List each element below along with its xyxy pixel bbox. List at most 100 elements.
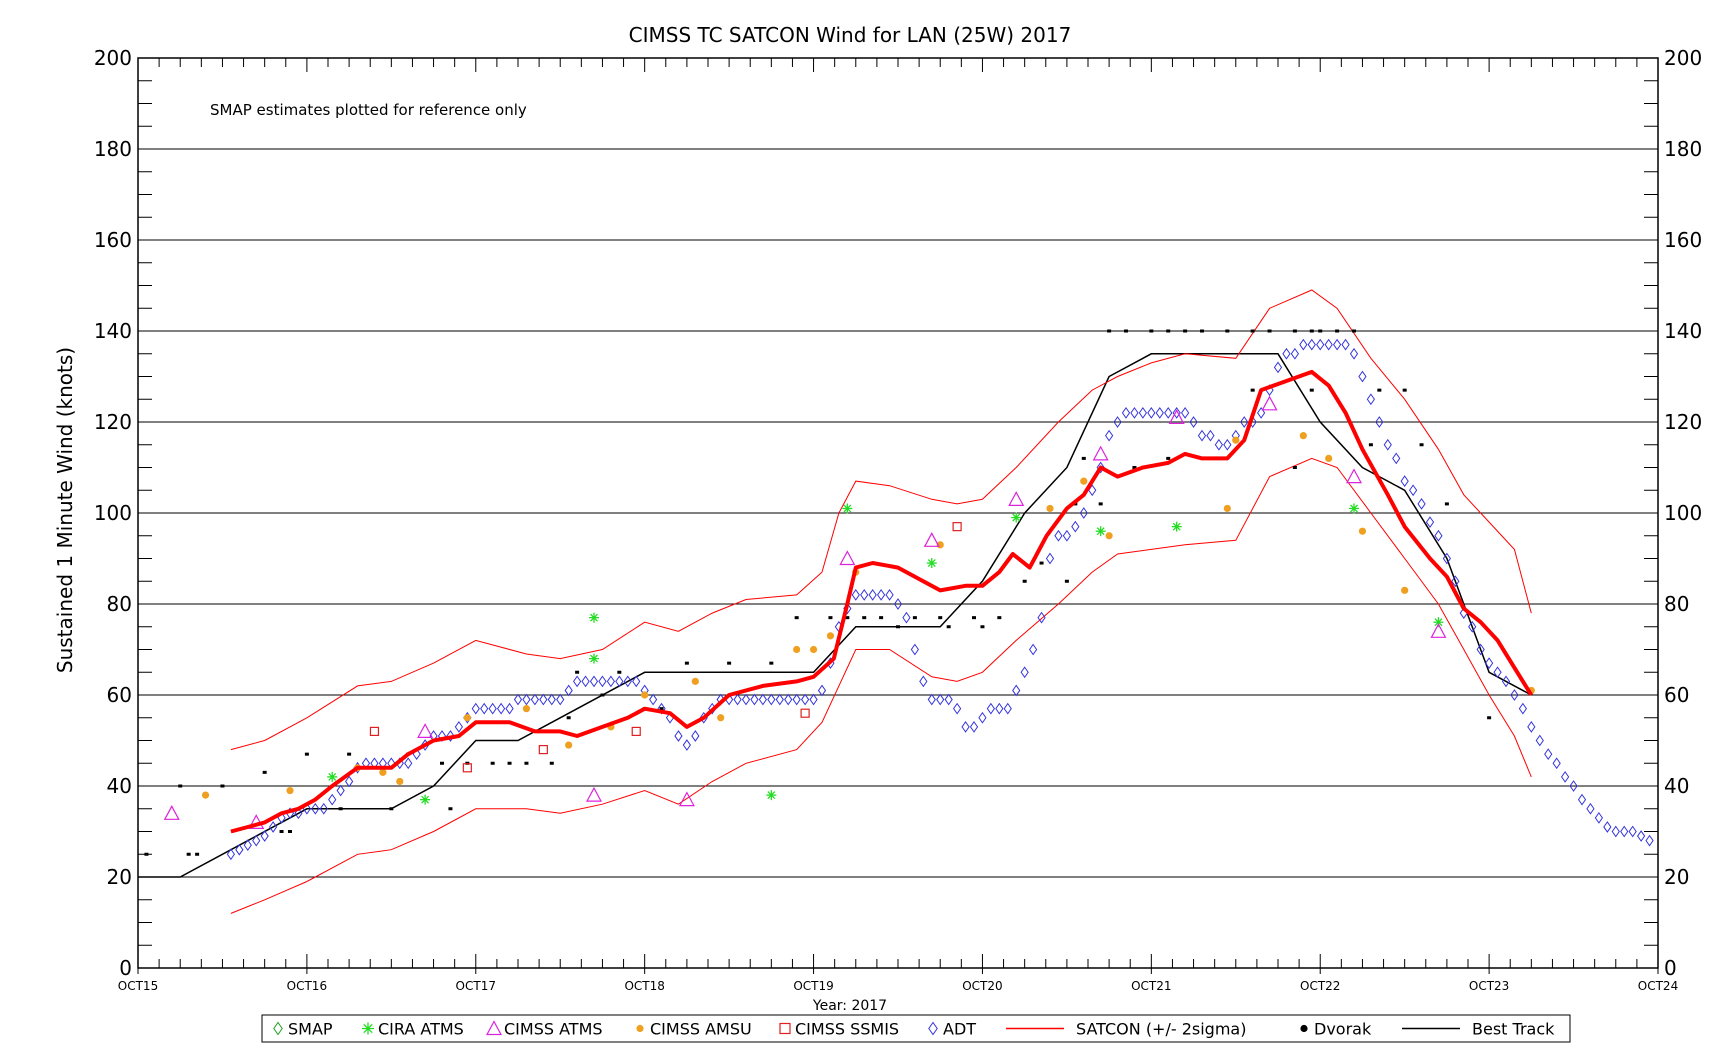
y-tick-label-left: 160 — [94, 228, 132, 252]
y-tick-label-left: 0 — [119, 956, 132, 980]
adt-point — [235, 843, 244, 856]
adt-point — [243, 839, 252, 852]
adt-point — [1603, 821, 1612, 833]
cira-atms-point — [1011, 512, 1022, 523]
y-tick-label-right: 120 — [1664, 410, 1702, 434]
cira-atms-point — [1171, 521, 1182, 532]
legend-label-cimss_amsu: CIMSS AMSU — [650, 1020, 752, 1039]
adt-point — [615, 675, 624, 688]
adt-point — [606, 675, 615, 688]
satcon-lower-2sigma-line — [230, 457, 1532, 914]
dvorak-point — [524, 761, 529, 765]
adt-point — [547, 693, 556, 706]
x-axis-label: Year: 2017 — [812, 998, 887, 1014]
adt-point — [682, 739, 691, 751]
adt-point — [986, 702, 995, 715]
adt-point — [691, 730, 700, 742]
adt-point — [1181, 407, 1190, 419]
dvorak-point — [220, 784, 225, 788]
y-tick-label-left: 180 — [94, 137, 132, 161]
adt-point — [995, 702, 1004, 715]
adt-point — [860, 589, 869, 601]
adt-point — [1197, 429, 1207, 442]
dvorak-point — [178, 784, 183, 788]
cimss-ssmis-point — [631, 726, 641, 737]
dvorak-point — [912, 616, 917, 620]
dvorak-point — [1200, 329, 1204, 333]
y-tick-label-right: 100 — [1664, 501, 1702, 525]
adt-point — [336, 784, 345, 797]
cimss-atms-point — [678, 791, 695, 807]
dvorak-point — [304, 752, 309, 756]
y-tick-label-left: 60 — [107, 683, 132, 707]
y-tick-label-left: 100 — [94, 501, 132, 525]
cimss-amsu-point — [1325, 454, 1333, 462]
adt-point — [1316, 338, 1325, 351]
x-tick-label: OCT19 — [793, 979, 833, 993]
cimss-amsu-point — [691, 677, 699, 685]
dvorak-point — [980, 625, 985, 629]
y-tick-label-right: 0 — [1664, 956, 1677, 980]
adt-point — [969, 720, 979, 733]
adt-point — [404, 757, 413, 770]
adt-point — [1535, 734, 1544, 747]
adt-point — [1594, 811, 1603, 824]
dvorak-point — [347, 752, 352, 756]
adt-point — [1552, 757, 1561, 770]
dvorak-point — [549, 761, 554, 765]
adt-point — [1392, 452, 1401, 465]
adt-point — [927, 693, 936, 706]
adt-point — [319, 802, 328, 815]
adt-point — [1003, 702, 1012, 715]
cimss-atms-point — [1008, 491, 1025, 506]
adt-point — [1071, 520, 1080, 533]
adt-point — [1062, 529, 1071, 542]
y-tick-label-right: 140 — [1664, 319, 1702, 343]
cimss-amsu-point — [396, 777, 404, 786]
cira-atms-point — [1433, 617, 1444, 628]
adt-point — [252, 834, 261, 847]
dvorak-point — [1225, 329, 1230, 333]
adt-point — [598, 675, 607, 688]
adt-point — [345, 775, 354, 788]
cira-atms-point — [1095, 526, 1106, 537]
dvorak-point — [195, 852, 200, 856]
plot-area — [138, 289, 1654, 914]
legend: SMAP CIRA ATMS CIMSS ATMS CIMSS AMSU CIMSS S… — [261, 1014, 1571, 1043]
adt-point — [851, 589, 860, 601]
cimss-amsu-point — [286, 786, 294, 795]
cimss-ssmis-point — [800, 708, 810, 718]
dvorak-point — [1149, 329, 1154, 333]
adt-point — [1029, 643, 1038, 656]
adt-point — [1172, 407, 1181, 419]
adt-point — [817, 684, 827, 697]
cimss-atms-point — [163, 805, 180, 820]
dvorak-point — [1250, 388, 1255, 392]
cimss-atms-point — [923, 532, 940, 547]
adt-point — [1189, 416, 1198, 428]
dvorak-point — [1022, 579, 1027, 583]
y-tick-label-right: 20 — [1664, 865, 1689, 889]
dvorak-point — [490, 761, 495, 765]
cimss-amsu-point — [1299, 432, 1307, 440]
cimss-atms-point — [1430, 623, 1447, 638]
adt-point — [1544, 748, 1553, 761]
adt-point — [1476, 643, 1485, 656]
adt-point — [1155, 407, 1164, 419]
legend-label-smap: SMAP — [288, 1020, 333, 1039]
cira-atms-point — [327, 771, 338, 782]
y-tick-label-left: 200 — [94, 46, 132, 70]
cimss-amsu-point — [565, 741, 573, 749]
dvorak-point — [1098, 502, 1103, 506]
adt-point — [1206, 429, 1215, 442]
dvorak-point — [1309, 388, 1314, 392]
legend-swatch-cimss_ssmis — [779, 1022, 791, 1035]
adt-point — [1273, 361, 1283, 374]
adt-point — [809, 693, 818, 706]
adt-point — [1645, 834, 1654, 847]
satcon-upper-2sigma-line — [230, 289, 1532, 751]
cimss-atms-point — [585, 786, 603, 802]
dvorak-point — [440, 761, 444, 765]
adt-point — [589, 675, 599, 688]
adt-point — [792, 693, 801, 706]
